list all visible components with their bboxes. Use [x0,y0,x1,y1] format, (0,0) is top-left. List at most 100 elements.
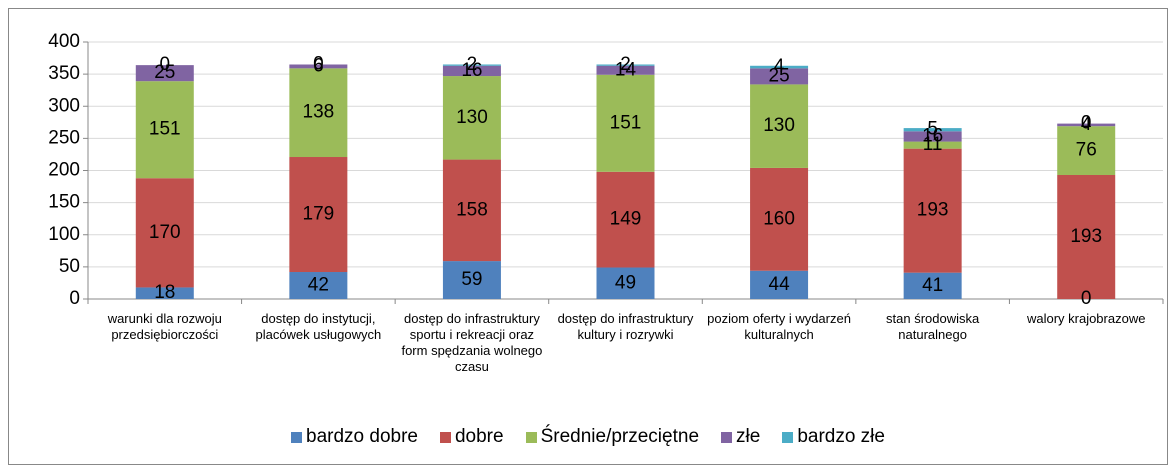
bar-segment [135,287,194,299]
bar-segment [1057,126,1116,175]
legend-item: Średnie/przeciętne [525,426,700,448]
data-label: 193 [1070,226,1102,247]
bar-segment [289,157,348,273]
data-label: 179 [303,204,335,225]
data-label: 76 [1076,140,1097,161]
legend-item: bardzo złe [782,426,885,448]
legend-swatch [721,431,733,443]
data-label: 151 [610,112,642,133]
data-label: 2 [620,54,631,75]
bar-segment [750,65,809,69]
y-tick-label: 100 [48,224,80,245]
data-label: 49 [615,272,636,293]
y-tick-label: 200 [48,160,80,181]
legend-swatch [525,431,537,443]
data-label: 44 [769,274,791,295]
data-label: 193 [917,200,949,221]
x-tick-label: dostęp do infrastruktury kultury i rozry… [557,311,694,342]
data-label: 14 [615,59,637,80]
bar-segment [442,261,501,299]
legend-label: bardzo złe [797,426,885,447]
y-tick-label: 150 [48,192,80,213]
data-label: 160 [763,208,795,229]
bar-segment [903,131,962,142]
legend-swatch [439,431,451,443]
bar-segment [442,64,501,66]
legend-label: Średnie/przeciętne [540,426,700,447]
data-label: 0 [1081,288,1092,309]
x-tick-label: dostęp do infrastruktury sportu i rekrea… [401,311,543,374]
bar-segment [442,76,501,160]
legend-swatch [291,431,302,443]
data-label: 138 [303,102,335,123]
bar-segment [750,270,809,299]
x-tick-label: warunki dla rozwoju przedsiębiorczości [107,311,222,342]
data-label: 25 [769,65,790,86]
data-label: 42 [308,275,329,296]
bar-segment [135,178,194,288]
data-label: 25 [154,62,175,83]
data-label: 2 [467,54,478,75]
data-label: 158 [456,199,488,220]
data-label: 16 [461,60,482,81]
data-label: 4 [1081,114,1092,135]
y-tick-label: 350 [48,63,80,84]
data-label: 130 [763,115,795,136]
data-label: 11 [923,134,943,155]
y-tick-label: 50 [59,256,80,277]
bar-segment [596,267,655,299]
bar-segment [596,64,655,66]
data-label: 0 [159,54,170,75]
data-label: 6 [313,55,324,76]
bar-segment [596,171,655,268]
y-tick-label: 400 [48,31,80,52]
bar-segment [750,68,809,85]
x-tick-label: stan środowiska naturalnego [886,311,980,342]
data-label: 16 [922,125,943,146]
y-tick-label: 300 [48,95,80,116]
bar-segment [596,65,655,75]
bar-segment [1057,174,1116,299]
legend-item: bardzo dobre [291,426,418,448]
y-tick-label: 0 [69,288,80,309]
legend-label: złe [736,426,761,447]
y-tick-label: 250 [48,127,80,148]
data-label: 5 [927,119,938,140]
data-label: 41 [922,275,943,296]
legend-label: dobre [454,426,504,447]
legend-swatch [782,431,794,443]
bar-segment [903,128,962,132]
bar-segment [289,68,348,158]
data-label: 4 [774,56,785,77]
legend-item: dobre [439,426,504,448]
data-label: 0 [1081,113,1092,134]
data-label: 151 [149,119,181,140]
bar-segment [135,81,194,179]
bar-segment [442,65,501,77]
bar-segment [1057,123,1116,127]
data-label: 170 [149,222,181,243]
bar-segment [289,272,348,299]
legend: bardzo dobre dobre Średnie/przeciętne złe ba… [0,426,1176,448]
bar-segment [596,74,655,172]
data-label: 149 [610,209,642,230]
bar-segment [903,148,962,273]
data-label: 130 [456,107,488,128]
legend-label: bardzo dobre [306,426,418,447]
bar-segment [442,159,501,262]
data-label: 0 [313,54,324,75]
data-label: 18 [154,282,175,303]
x-tick-label: walory krajobrazowe [1026,311,1146,326]
data-label: 59 [461,269,482,290]
chart-border [8,8,1168,465]
bar-segment [750,167,809,271]
bar-segment [289,64,348,69]
bar-segment [750,84,809,168]
x-tick-label: dostęp do instytucji, placówek usługowyc… [255,311,382,342]
legend-item: złe [721,426,760,448]
x-tick-label: poziom oferty i wydarzeń kulturalnych [707,311,851,342]
bar-segment [903,141,962,149]
bar-segment [135,65,194,82]
